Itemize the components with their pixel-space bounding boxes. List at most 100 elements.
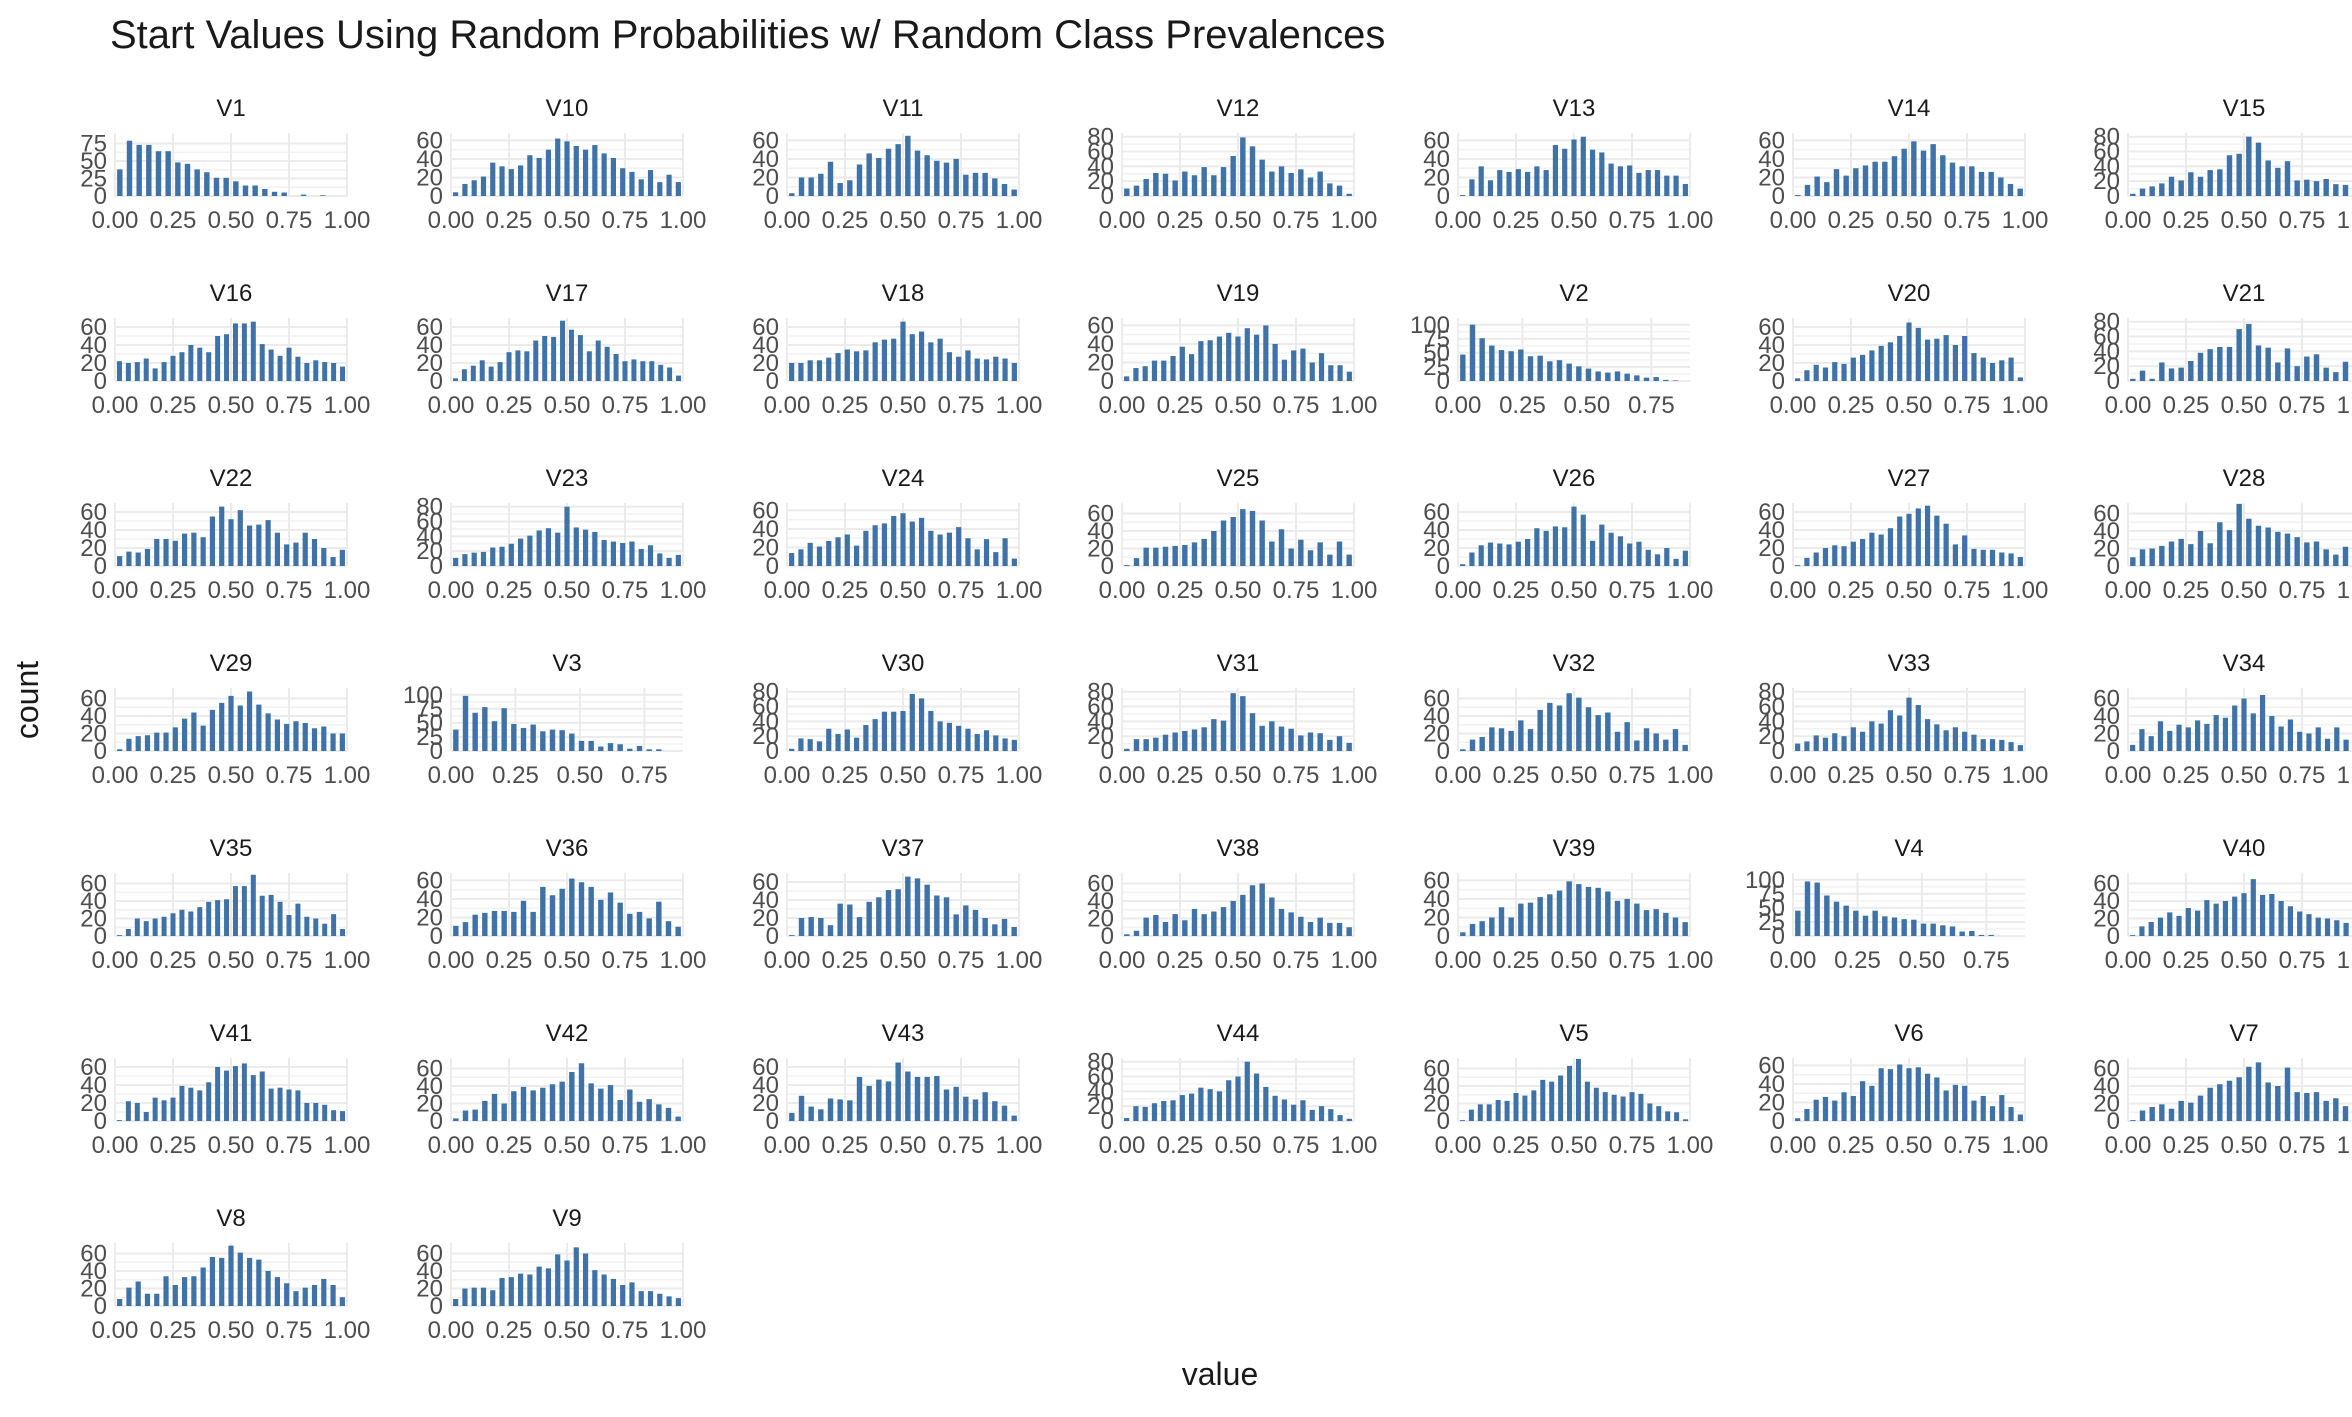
histogram-bar	[1191, 175, 1198, 196]
facet-strip-label: V25	[1217, 465, 1260, 492]
histogram-bar	[827, 925, 834, 936]
histogram-bar	[143, 358, 149, 381]
histogram-bar	[1988, 171, 1994, 196]
histogram-bar	[789, 1112, 795, 1121]
histogram-bar	[1959, 166, 1965, 196]
histogram-bar	[1605, 712, 1611, 751]
histogram-bar	[564, 1260, 570, 1306]
histogram-bar	[1211, 531, 1217, 566]
y-tick-label: 0	[2107, 183, 2120, 210]
histogram-bar	[601, 540, 607, 566]
histogram-bar	[631, 359, 637, 381]
y-tick-label: 0	[1101, 553, 1114, 580]
histogram-bar	[313, 360, 319, 381]
histogram-bar	[2306, 733, 2312, 751]
histogram-bar	[963, 1096, 969, 1121]
histogram-bar	[856, 917, 863, 936]
x-tick-label: 0.00	[92, 762, 139, 789]
histogram-bar	[2157, 917, 2164, 936]
histogram-bar	[629, 541, 635, 566]
y-tick-label: 40	[416, 332, 443, 359]
histogram-bar	[1911, 919, 1917, 936]
x-tick-label: 0.25	[1499, 392, 1546, 419]
y-tick-label: 20	[1423, 721, 1450, 748]
x-tick-label: 0.00	[1435, 947, 1482, 974]
histogram-bar	[1599, 524, 1605, 566]
facet-strip-label: V16	[210, 280, 253, 307]
histogram-bar	[573, 1247, 579, 1306]
histogram-bar	[2287, 906, 2293, 936]
histogram-bar	[1576, 697, 1582, 751]
y-tick-label: 40	[2093, 703, 2120, 730]
histogram-bar	[592, 145, 598, 196]
histogram-bar	[1220, 720, 1227, 751]
histogram-bar	[2333, 184, 2339, 196]
histogram-bar	[1872, 910, 1878, 936]
histogram-bar	[232, 1066, 238, 1121]
histogram-bar	[837, 903, 843, 936]
histogram-bar	[1011, 739, 1017, 751]
histogram-bar	[250, 874, 256, 936]
histogram-bar	[934, 1076, 940, 1121]
histogram-bar	[629, 171, 635, 196]
histogram-bar	[1518, 720, 1524, 751]
histogram-bar	[1843, 905, 1849, 936]
histogram-bar	[2315, 917, 2321, 936]
y-tick-label: 0	[430, 1108, 443, 1135]
y-tick-label: 20	[80, 1276, 107, 1303]
histogram-bar	[798, 918, 805, 936]
x-tick-label: 0.25	[150, 577, 197, 604]
histogram-bar	[1971, 548, 1977, 566]
histogram-bar	[1605, 891, 1611, 936]
histogram-bar	[592, 531, 598, 566]
histogram-bar	[274, 532, 280, 566]
histogram-bar	[1930, 923, 1936, 936]
histogram-bar	[1170, 355, 1176, 381]
x-tick-label: 0.50	[1551, 947, 1598, 974]
x-tick-label: 1.00	[324, 762, 371, 789]
histogram-bar	[2333, 1098, 2339, 1121]
histogram-bar	[2323, 549, 2329, 566]
x-tick-label: 0.00	[1770, 1132, 1817, 1159]
x-tick-label: 0.75	[266, 207, 313, 234]
histogram-bar	[993, 735, 999, 751]
facet-strip-label: V10	[546, 95, 589, 122]
y-tick-label: 0	[1101, 368, 1114, 395]
histogram-bar	[1595, 887, 1601, 936]
x-tick-label: 0.00	[1435, 577, 1482, 604]
y-tick-label: 20	[752, 1090, 779, 1117]
facet-strip-label: V5	[1559, 1020, 1588, 1047]
histogram-bar	[304, 1103, 310, 1121]
histogram-bar	[1253, 1073, 1260, 1121]
x-tick-label: 0.50	[557, 762, 604, 789]
histogram-bar	[1142, 1106, 1148, 1121]
histogram-bar	[1593, 1087, 1599, 1121]
histogram-bar	[1824, 895, 1830, 936]
histogram-bar	[304, 363, 310, 381]
y-tick-label: 20	[752, 350, 779, 377]
histogram-bar	[2217, 169, 2223, 196]
histogram-bar	[1989, 363, 1996, 381]
x-tick-label: 0.75	[1944, 392, 1991, 419]
histogram-bar	[163, 732, 169, 751]
histogram-bar	[1328, 1109, 1334, 1121]
histogram-bar	[1259, 725, 1265, 751]
histogram-bar	[1298, 735, 1304, 751]
histogram-bar	[666, 557, 672, 566]
histogram-bar	[2008, 1107, 2014, 1121]
histogram-bar	[2017, 557, 2023, 566]
histogram-bar	[928, 530, 934, 566]
histogram-bar	[1469, 552, 1475, 566]
histogram-bar	[206, 1082, 212, 1121]
histogram-bar	[807, 542, 813, 566]
histogram-bar	[2236, 503, 2242, 566]
histogram-bar	[480, 1287, 487, 1306]
histogram-bar	[895, 1062, 901, 1121]
histogram-bar	[268, 894, 274, 936]
histogram-bar	[286, 347, 292, 381]
